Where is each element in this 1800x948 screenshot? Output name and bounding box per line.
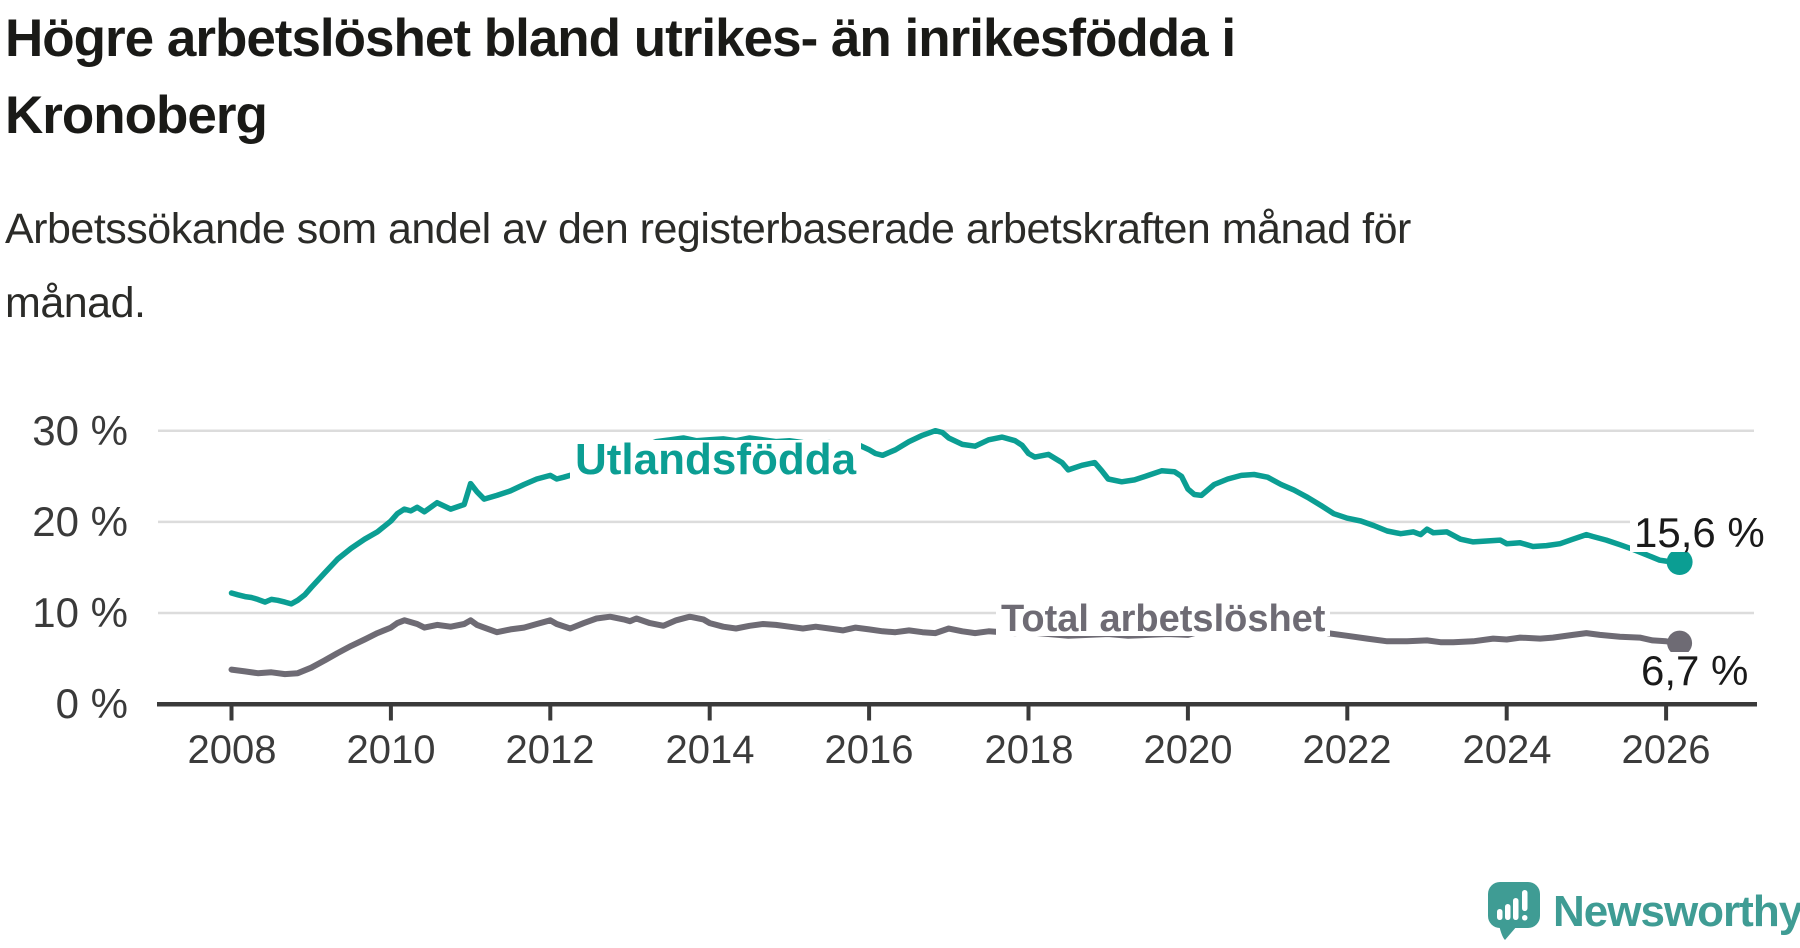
x-axis-label: 2012 <box>505 728 595 772</box>
newsworthy-logo: Newsworthy <box>1488 882 1800 942</box>
x-axis-label: 2026 <box>1621 728 1711 772</box>
series-line <box>228 613 1683 678</box>
page-title: Högre arbetslöshet bland utrikes- än inr… <box>5 9 1236 145</box>
end-value-label-utlandsfodda: 15,6 % <box>1630 512 1769 554</box>
series-end-dot <box>1666 549 1693 575</box>
y-axis-label: 30 % <box>32 407 128 454</box>
x-axis-label: 2022 <box>1302 728 1392 772</box>
x-axis-label: 2018 <box>984 728 1074 772</box>
series-end-dot <box>1667 630 1693 656</box>
series-label-total-arbetsloshet: Total arbetslöshet <box>996 600 1331 638</box>
x-axis-label: 2010 <box>346 728 436 772</box>
y-axis-label: 20 % <box>32 498 128 545</box>
series-label-utlandsfodda: Utlandsfödda <box>570 438 862 482</box>
x-axis-label: 2016 <box>824 728 914 772</box>
end-value-label-total: 6,7 % <box>1637 650 1753 692</box>
page-subtitle: Arbetssökande som andel av den registerb… <box>5 205 1411 327</box>
newsworthy-logo-icon <box>1488 882 1540 940</box>
y-axis-label: 10 % <box>32 589 128 636</box>
newsworthy-logo-text: Newsworthy <box>1553 887 1800 936</box>
x-axis-label: 2008 <box>187 728 277 772</box>
x-axis-label: 2014 <box>665 728 755 772</box>
x-axis-label: 2020 <box>1143 728 1233 772</box>
y-axis-label: 0 % <box>55 680 128 727</box>
x-axis-label: 2024 <box>1462 728 1552 772</box>
series-line <box>228 427 1683 607</box>
